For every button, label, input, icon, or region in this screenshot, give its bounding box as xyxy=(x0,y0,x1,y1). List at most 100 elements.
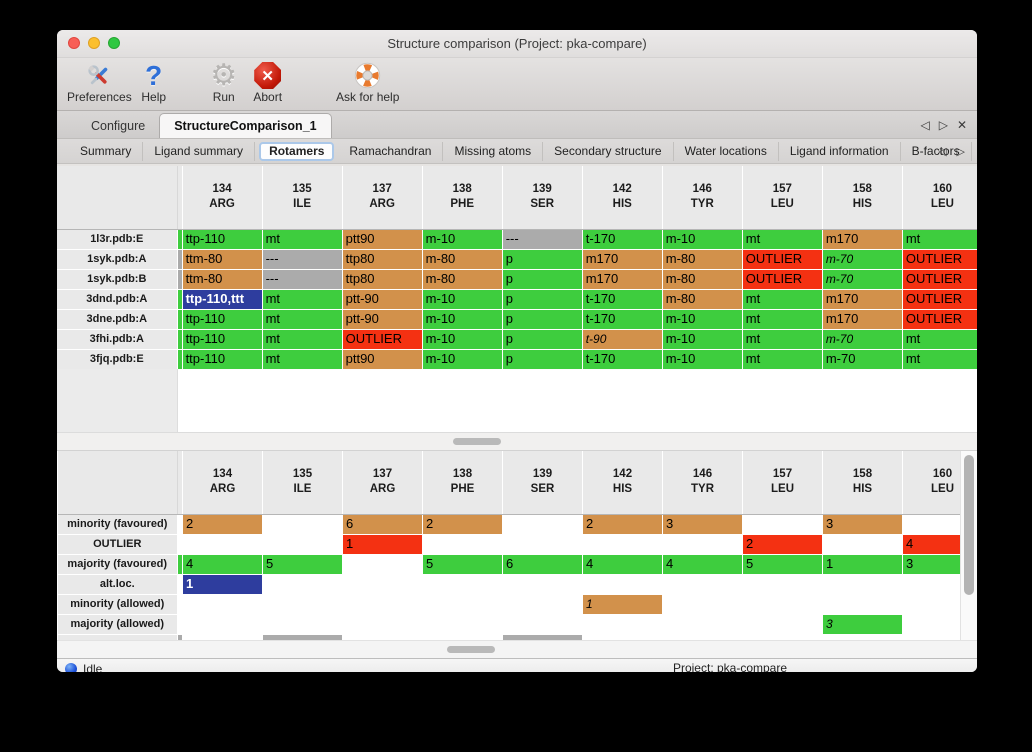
count-cell[interactable] xyxy=(822,593,903,615)
splitter-handle[interactable] xyxy=(453,438,501,445)
count-cell[interactable] xyxy=(182,533,263,555)
count-cell[interactable] xyxy=(582,533,663,555)
count-cell[interactable] xyxy=(502,533,583,555)
rotamer-cell[interactable]: mt xyxy=(261,308,343,330)
rotamer-cell[interactable]: p xyxy=(501,308,583,330)
rotamer-cell[interactable]: p xyxy=(501,328,583,350)
rotamer-cell[interactable]: m-10 xyxy=(421,288,503,310)
subtab-ligand-summary[interactable]: Ligand summary xyxy=(143,141,256,161)
tab-nav-right-icon[interactable]: ▷ xyxy=(938,117,948,132)
rotamer-cell[interactable]: ttp80 xyxy=(341,268,423,290)
rotamer-cell[interactable]: ptt-90 xyxy=(341,308,423,330)
count-cell[interactable] xyxy=(262,613,343,635)
rotamer-cell[interactable]: m-70 xyxy=(821,248,903,270)
rotamer-cell[interactable]: t-170 xyxy=(581,228,663,250)
column-header-135[interactable]: 135 ILE xyxy=(262,166,343,230)
rotamer-cell[interactable]: OUTLIER xyxy=(341,328,423,350)
rotamer-cell[interactable]: t-170 xyxy=(581,288,663,310)
count-cell[interactable] xyxy=(422,613,503,635)
rotamer-cell[interactable]: m-80 xyxy=(661,288,743,310)
count-cell[interactable] xyxy=(422,533,503,555)
count-cell[interactable]: 4 xyxy=(902,533,960,555)
rotamer-cell[interactable]: --- xyxy=(261,248,343,270)
row-label[interactable]: 3fhi.pdb:A xyxy=(57,328,178,350)
count-cell[interactable]: 1 xyxy=(342,533,423,555)
rotamer-cell[interactable]: ttp-110 xyxy=(181,348,263,369)
rotamer-cell[interactable]: ttp-110 xyxy=(181,228,263,250)
row-label[interactable]: OUTLIER xyxy=(57,533,178,555)
rotamer-cell[interactable]: ttp-110 xyxy=(181,308,263,330)
rotamer-cell[interactable]: ttp80 xyxy=(341,248,423,270)
count-cell[interactable] xyxy=(262,533,343,555)
rotamer-cell[interactable]: OUTLIER xyxy=(901,268,977,290)
tab-nav-left-icon[interactable]: ◁ xyxy=(920,117,930,132)
preferences-button[interactable]: Preferences xyxy=(67,60,132,104)
rotamer-cell[interactable]: m170 xyxy=(821,288,903,310)
count-cell[interactable] xyxy=(742,513,823,535)
rotamer-cell[interactable]: ttm-80 xyxy=(181,248,263,270)
rotamer-cell[interactable]: m170 xyxy=(821,228,903,250)
ask-for-help-button[interactable]: Ask for help xyxy=(328,60,408,104)
rotamer-cell[interactable]: ttm-80 xyxy=(181,268,263,290)
rotamer-cell[interactable]: OUTLIER xyxy=(901,248,977,270)
rotamer-cell[interactable]: t-90 xyxy=(581,328,663,350)
rotamer-cell[interactable]: ptt90 xyxy=(341,228,423,250)
count-cell[interactable]: 3 xyxy=(822,513,903,535)
tab-structurecomparison-1[interactable]: StructureComparison_1 xyxy=(159,113,332,138)
count-cell[interactable] xyxy=(742,613,823,635)
count-cell[interactable] xyxy=(262,593,343,615)
rotamer-cell[interactable]: m-80 xyxy=(661,248,743,270)
count-cell[interactable] xyxy=(582,573,663,595)
help-button[interactable]: ? Help xyxy=(132,60,176,104)
count-cell[interactable] xyxy=(742,573,823,595)
tab-close-icon[interactable]: ✕ xyxy=(956,117,967,132)
count-cell[interactable]: 4 xyxy=(662,553,743,575)
column-header-146[interactable]: 146 TYR xyxy=(662,451,743,515)
count-cell[interactable] xyxy=(822,573,903,595)
rotamer-cell[interactable]: m170 xyxy=(581,248,663,270)
count-cell[interactable]: 2 xyxy=(422,513,503,535)
count-cell[interactable]: 3 xyxy=(902,553,960,575)
rotamer-cell[interactable]: m-10 xyxy=(661,328,743,350)
rotamer-cell[interactable]: p xyxy=(501,288,583,310)
row-label[interactable]: minority (allowed) xyxy=(57,593,178,615)
rotamer-cell[interactable]: OUTLIER xyxy=(901,288,977,310)
rotamer-cell[interactable]: m-10 xyxy=(421,328,503,350)
column-header-134[interactable]: 134 ARG xyxy=(182,166,263,230)
count-cell[interactable]: 2 xyxy=(182,513,263,535)
vertical-scrollbar[interactable] xyxy=(960,451,977,640)
rotamer-cell[interactable]: t-170 xyxy=(581,348,663,369)
subtab-ligand-information[interactable]: Ligand information xyxy=(779,141,901,161)
column-header-138[interactable]: 138 PHE xyxy=(422,166,503,230)
count-cell[interactable] xyxy=(742,593,823,615)
column-header-160[interactable]: 160 LEU xyxy=(902,166,977,230)
rotamer-cell[interactable]: mt xyxy=(261,348,343,369)
count-cell[interactable] xyxy=(342,613,423,635)
subtab-nav-right-icon[interactable]: ▷ xyxy=(956,145,965,158)
rotamer-cell[interactable]: mt xyxy=(741,308,823,330)
column-header-139[interactable]: 139 SER xyxy=(502,166,583,230)
column-header-160[interactable]: 160 LEU xyxy=(902,451,960,515)
rotamer-cell[interactable]: mt xyxy=(261,328,343,350)
rotamer-cell[interactable]: OUTLIER xyxy=(901,308,977,330)
column-header-135[interactable]: 135 ILE xyxy=(262,451,343,515)
count-cell[interactable] xyxy=(502,593,583,615)
zoom-window-button[interactable] xyxy=(108,37,120,49)
column-header-142[interactable]: 142 HIS xyxy=(582,166,663,230)
rotamer-cell[interactable]: m170 xyxy=(581,268,663,290)
close-window-button[interactable] xyxy=(68,37,80,49)
count-cell[interactable]: 5 xyxy=(742,553,823,575)
count-cell[interactable] xyxy=(502,573,583,595)
count-cell[interactable] xyxy=(342,553,423,575)
rotamer-cell[interactable]: m-70 xyxy=(821,328,903,350)
count-cell[interactable] xyxy=(822,533,903,555)
rotamer-cell[interactable]: mt xyxy=(261,228,343,250)
count-cell[interactable] xyxy=(902,633,960,640)
rotamer-cell[interactable]: mt xyxy=(741,288,823,310)
count-cell[interactable] xyxy=(902,573,960,595)
count-cell[interactable]: 3 xyxy=(662,513,743,535)
count-cell[interactable] xyxy=(182,613,263,635)
horizontal-scrollbar[interactable] xyxy=(57,640,977,658)
rotamer-cell[interactable]: mt xyxy=(261,288,343,310)
subtab-nav-left-icon[interactable]: ◁ xyxy=(938,145,947,158)
